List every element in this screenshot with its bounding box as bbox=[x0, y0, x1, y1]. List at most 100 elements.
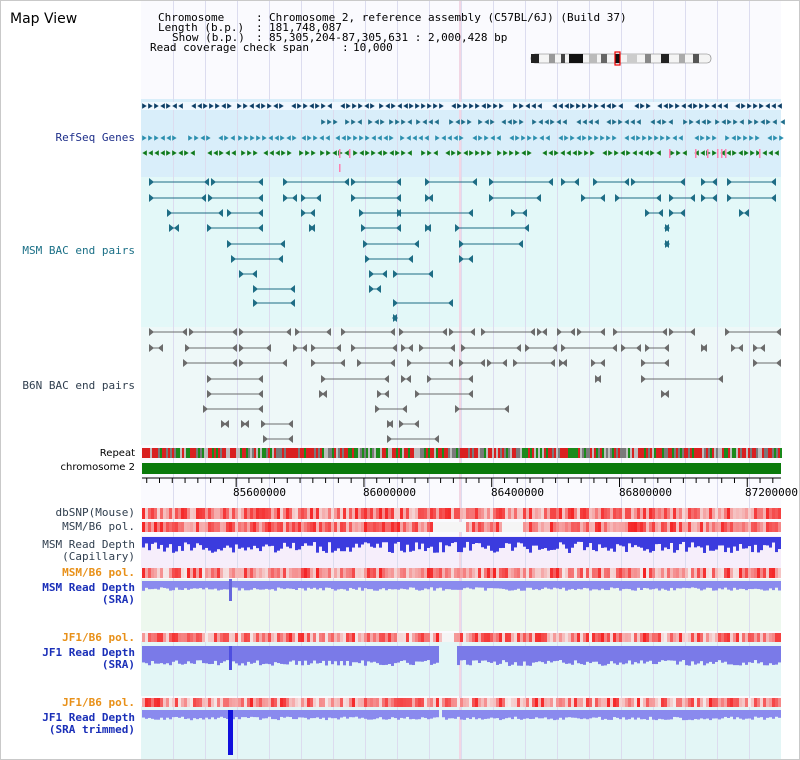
repeat-segment bbox=[458, 448, 460, 458]
track-label-msm-bac[interactable]: MSM BAC end pairs bbox=[22, 244, 135, 257]
msm-b6-pol-heat bbox=[544, 522, 547, 532]
repeat-segment bbox=[460, 448, 462, 458]
dbsnp-heat bbox=[211, 508, 214, 519]
b6n-bac-pair-end bbox=[513, 359, 518, 367]
msm-depth-sra-bar bbox=[274, 581, 277, 591]
jf1-depth-trim-bar bbox=[187, 710, 190, 719]
jf1-b6-pol-heat bbox=[439, 633, 442, 642]
track-label-b6n-bac[interactable]: B6N BAC end pairs bbox=[22, 379, 135, 392]
jf1-depth-trim-bar bbox=[499, 710, 502, 721]
msm-depth-capillary-bar bbox=[736, 537, 739, 551]
jf1-b6-pol-2-heat bbox=[313, 698, 316, 707]
msm-b6-pol-heat bbox=[202, 522, 205, 532]
msm-depth-sra-bar bbox=[367, 581, 370, 590]
msm-depth-sra-bar bbox=[595, 581, 598, 590]
dbsnp-heat bbox=[493, 508, 496, 519]
jf1-b6-pol-2-heat bbox=[763, 698, 766, 707]
jf1-b6-pol-2-heat bbox=[505, 698, 508, 707]
jf1-depth-trim-bar bbox=[397, 710, 400, 720]
b6n-bac-pair-end bbox=[232, 359, 237, 367]
msm-bac-pair-end bbox=[359, 209, 364, 217]
jf1-depth-sra-bar bbox=[226, 646, 229, 661]
b6n-bac-pair-end bbox=[468, 375, 473, 383]
jf1-depth-trim-bar bbox=[751, 710, 754, 720]
repeat-segment bbox=[298, 448, 300, 458]
jf1-b6-pol-2-heat bbox=[625, 698, 628, 707]
msm-depth-sra-bar bbox=[175, 581, 178, 588]
repeat-segment bbox=[260, 448, 262, 458]
repeat-segment bbox=[724, 448, 726, 458]
msm-b6-pol-heat bbox=[247, 522, 250, 532]
jf1-depth-trim-bar bbox=[670, 710, 673, 720]
repeat-segment bbox=[728, 448, 730, 458]
msm-depth-capillary-bar bbox=[604, 537, 607, 548]
jf1-depth-trim-bar bbox=[217, 710, 220, 718]
msm-b6-pol-heat bbox=[568, 522, 571, 532]
repeat-segment bbox=[154, 448, 156, 458]
msm-b6-pol-heat bbox=[577, 522, 580, 532]
jf1-b6-pol-heat bbox=[256, 633, 259, 642]
refseq-gene-glyph bbox=[212, 149, 219, 157]
jf1-b6-pol-2-heat bbox=[640, 698, 643, 707]
msm-b6-pol-2-heat bbox=[505, 568, 508, 578]
track-label-refseq[interactable]: RefSeq Genes bbox=[55, 131, 135, 144]
msm-depth-capillary-bar bbox=[589, 537, 592, 544]
jf1-depth-sra-bar bbox=[505, 646, 508, 663]
jf1-depth-trim-bar bbox=[235, 710, 238, 718]
dbsnp-heat bbox=[157, 508, 160, 519]
msm-b6-pol-heat bbox=[517, 522, 520, 532]
repeat-segment bbox=[620, 448, 622, 458]
msm-bac-pair-end bbox=[365, 255, 370, 263]
msm-depth-sra-bar bbox=[517, 581, 520, 589]
repeat-segment bbox=[294, 448, 296, 458]
b6n-bac-pair-end bbox=[537, 328, 542, 336]
repeat-segment bbox=[614, 448, 616, 458]
repeat-segment bbox=[730, 448, 732, 458]
msm-bac-pair-end bbox=[414, 240, 419, 248]
jf1-depth-trim-bar bbox=[769, 710, 772, 718]
jf1-depth-trim-bar bbox=[646, 710, 649, 720]
repeat-segment bbox=[674, 448, 676, 458]
msm-depth-capillary-bar bbox=[343, 537, 346, 552]
msm-bac-pair-end bbox=[396, 224, 401, 232]
jf1-b6-pol-heat bbox=[772, 633, 775, 642]
msm-b6-pol-2-heat bbox=[430, 568, 433, 578]
jf1-b6-pol-2-heat bbox=[754, 698, 757, 707]
jf1-depth-sra-bar bbox=[778, 646, 781, 663]
msm-b6-pol-heat bbox=[685, 522, 688, 532]
msm-b6-pol-2-heat bbox=[595, 568, 598, 578]
msm-b6-pol-heat bbox=[145, 522, 148, 532]
msm-b6-pol-2-heat bbox=[664, 568, 667, 578]
jf1-b6-pol-heat bbox=[553, 633, 556, 642]
dbsnp-heat bbox=[487, 508, 490, 519]
jf1-depth-trim-bar bbox=[163, 710, 166, 720]
repeat-segment bbox=[580, 448, 582, 458]
msm-depth-capillary-bar bbox=[151, 537, 154, 544]
msm-depth-sra-bar bbox=[547, 581, 550, 589]
repeat-segment bbox=[548, 448, 550, 458]
msm-depth-sra-bar bbox=[421, 581, 424, 591]
msm-b6-pol-2-heat bbox=[250, 568, 253, 578]
msm-b6-pol-heat bbox=[769, 522, 772, 532]
jf1-depth-sra-bar bbox=[544, 646, 547, 664]
refseq-gene-glyph bbox=[764, 102, 771, 110]
jf1-b6-pol-2-heat bbox=[562, 698, 565, 707]
jf1-depth-trim-bar bbox=[691, 710, 694, 721]
msm-b6-pol-2-heat bbox=[496, 568, 499, 578]
msm-b6-pol-heat bbox=[226, 522, 229, 532]
refseq-gene-glyph bbox=[415, 118, 422, 126]
jf1-depth-sra-bar bbox=[142, 646, 145, 663]
b6n-bac-pair-end bbox=[375, 405, 380, 413]
jf1-b6-pol-2-heat bbox=[325, 698, 328, 707]
dbsnp-heat bbox=[175, 508, 178, 519]
msm-bac-pair-end bbox=[382, 270, 387, 278]
refseq-gene-glyph bbox=[514, 149, 521, 157]
repeat-segment bbox=[436, 448, 438, 458]
jf1-b6-pol-2-heat bbox=[430, 698, 433, 707]
dbsnp-heat bbox=[718, 508, 721, 519]
b6n-bac-pair-end bbox=[399, 328, 404, 336]
jf1-b6-pol-2-heat bbox=[208, 698, 211, 707]
jf1-b6-pol-2-heat bbox=[532, 698, 535, 707]
jf1-depth-trim-bar bbox=[724, 710, 727, 717]
jf1-depth-trim-bar bbox=[208, 710, 211, 720]
